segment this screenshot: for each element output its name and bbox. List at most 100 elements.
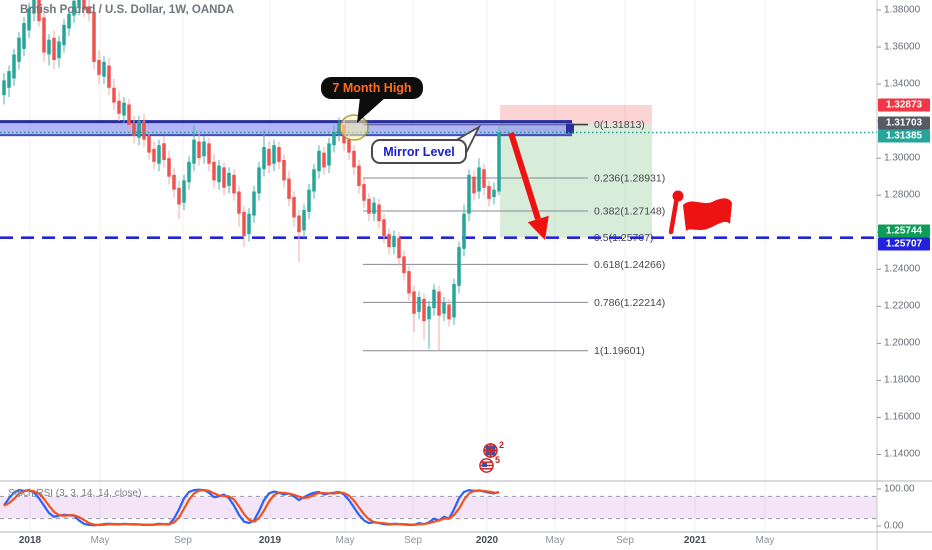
candle-body[interactable] [97,60,101,75]
candle-body[interactable] [282,160,286,181]
candle-body[interactable] [22,22,26,49]
candle-body[interactable] [202,141,206,157]
highlight-ellipse[interactable] [339,114,369,141]
candle-body[interactable] [37,0,41,22]
candle-body[interactable] [127,104,131,125]
candle-body[interactable] [237,191,241,214]
candle-body[interactable] [257,167,261,194]
candle-body[interactable] [252,191,256,216]
candle-body[interactable] [17,37,21,62]
mirror-level-callout[interactable]: Mirror Level [371,139,467,164]
candle-body[interactable] [197,141,201,159]
candle-body[interactable] [272,145,276,164]
flag-icon[interactable] [668,190,732,235]
candle-body[interactable] [462,213,466,249]
candle-body[interactable] [82,0,86,10]
projection-arrow[interactable] [508,132,549,240]
candle-body[interactable] [332,132,336,146]
candle-body[interactable] [212,161,216,181]
candle-body[interactable] [247,213,251,235]
candle-body[interactable] [52,37,56,61]
candle-body[interactable] [432,289,436,309]
candle-body[interactable] [362,184,366,201]
candle-body[interactable] [57,41,61,59]
candle-body[interactable] [137,121,141,138]
candle-body[interactable] [457,247,461,286]
price-level-badge[interactable]: 1.25707 [878,237,930,251]
candle-body[interactable] [297,215,301,233]
candle-body[interactable] [417,297,421,312]
economic-events-badges[interactable]: 2 5 [479,440,509,475]
candle-body[interactable] [357,165,361,186]
candle-body[interactable] [387,234,391,248]
candle-body[interactable] [437,291,441,316]
candle-body[interactable] [312,169,316,192]
candle-body[interactable] [412,291,416,314]
candle-body[interactable] [107,65,111,88]
candle-body[interactable] [397,237,401,259]
candle-body[interactable] [132,122,136,136]
candle-body[interactable] [307,189,311,212]
candle-body[interactable] [167,158,171,177]
price-level-badge[interactable]: 1.31703 [878,116,930,130]
candle-body[interactable] [72,0,76,16]
price-level-badge[interactable]: 1.31385 [878,129,930,143]
risk-zone-box[interactable] [500,104,652,125]
candle-body[interactable] [217,165,221,183]
candle-body[interactable] [242,211,246,236]
candle-body[interactable] [482,169,486,188]
candle-body[interactable] [2,80,6,96]
candle-body[interactable] [62,24,66,46]
candle-body[interactable] [67,13,71,29]
candle-body[interactable] [112,87,116,103]
candle-body[interactable] [227,172,231,186]
candle-body[interactable] [77,0,81,9]
indicator-title[interactable]: Stoch RSI (3, 3, 14, 14, close) [8,488,142,499]
candle-body[interactable] [487,185,491,199]
candle-body[interactable] [47,39,51,55]
candle-body[interactable] [292,197,296,218]
candle-body[interactable] [492,189,496,198]
candle-body[interactable] [367,198,371,214]
candle-body[interactable] [182,180,186,203]
candle-body[interactable] [287,178,291,199]
candle-body[interactable] [92,11,96,62]
mirror-level-band[interactable] [0,120,574,137]
candle-body[interactable] [392,235,396,248]
uk-events-badge[interactable]: 2 [483,440,509,460]
candle-body[interactable] [322,152,326,168]
candle-body[interactable] [262,147,266,170]
candle-body[interactable] [427,306,431,320]
candle-body[interactable] [187,161,191,183]
candle-body[interactable] [472,176,476,194]
candle-body[interactable] [192,139,196,164]
mirror-band-endpoint[interactable] [566,123,574,134]
candle-body[interactable] [477,167,481,192]
candle-body[interactable] [327,143,331,166]
candle-body[interactable] [452,284,456,318]
candle-body[interactable] [32,0,36,14]
candle-body[interactable] [497,132,501,192]
price-level-badge[interactable]: 1.25744 [878,224,930,238]
candle-body[interactable] [407,271,411,294]
candle-body[interactable] [117,100,121,114]
candles[interactable] [2,0,501,351]
candle-body[interactable] [352,150,356,168]
candle-body[interactable] [377,204,381,222]
candle-body[interactable] [222,167,226,188]
stoch-rsi-pane[interactable] [0,488,877,527]
candle-body[interactable] [442,302,446,314]
candle-body[interactable] [347,139,351,153]
candle-body[interactable] [267,148,271,166]
candle-body[interactable] [422,298,426,322]
candle-body[interactable] [157,145,161,164]
candle-body[interactable] [142,121,146,140]
candle-body[interactable] [277,147,281,162]
us-events-badge[interactable]: 5 [479,455,505,475]
candle-body[interactable] [382,219,386,236]
candle-body[interactable] [147,135,151,153]
candle-body[interactable] [467,174,471,214]
price-level-badge[interactable]: 1.32873 [878,98,930,112]
candle-body[interactable] [337,122,341,135]
candle-body[interactable] [162,143,166,161]
